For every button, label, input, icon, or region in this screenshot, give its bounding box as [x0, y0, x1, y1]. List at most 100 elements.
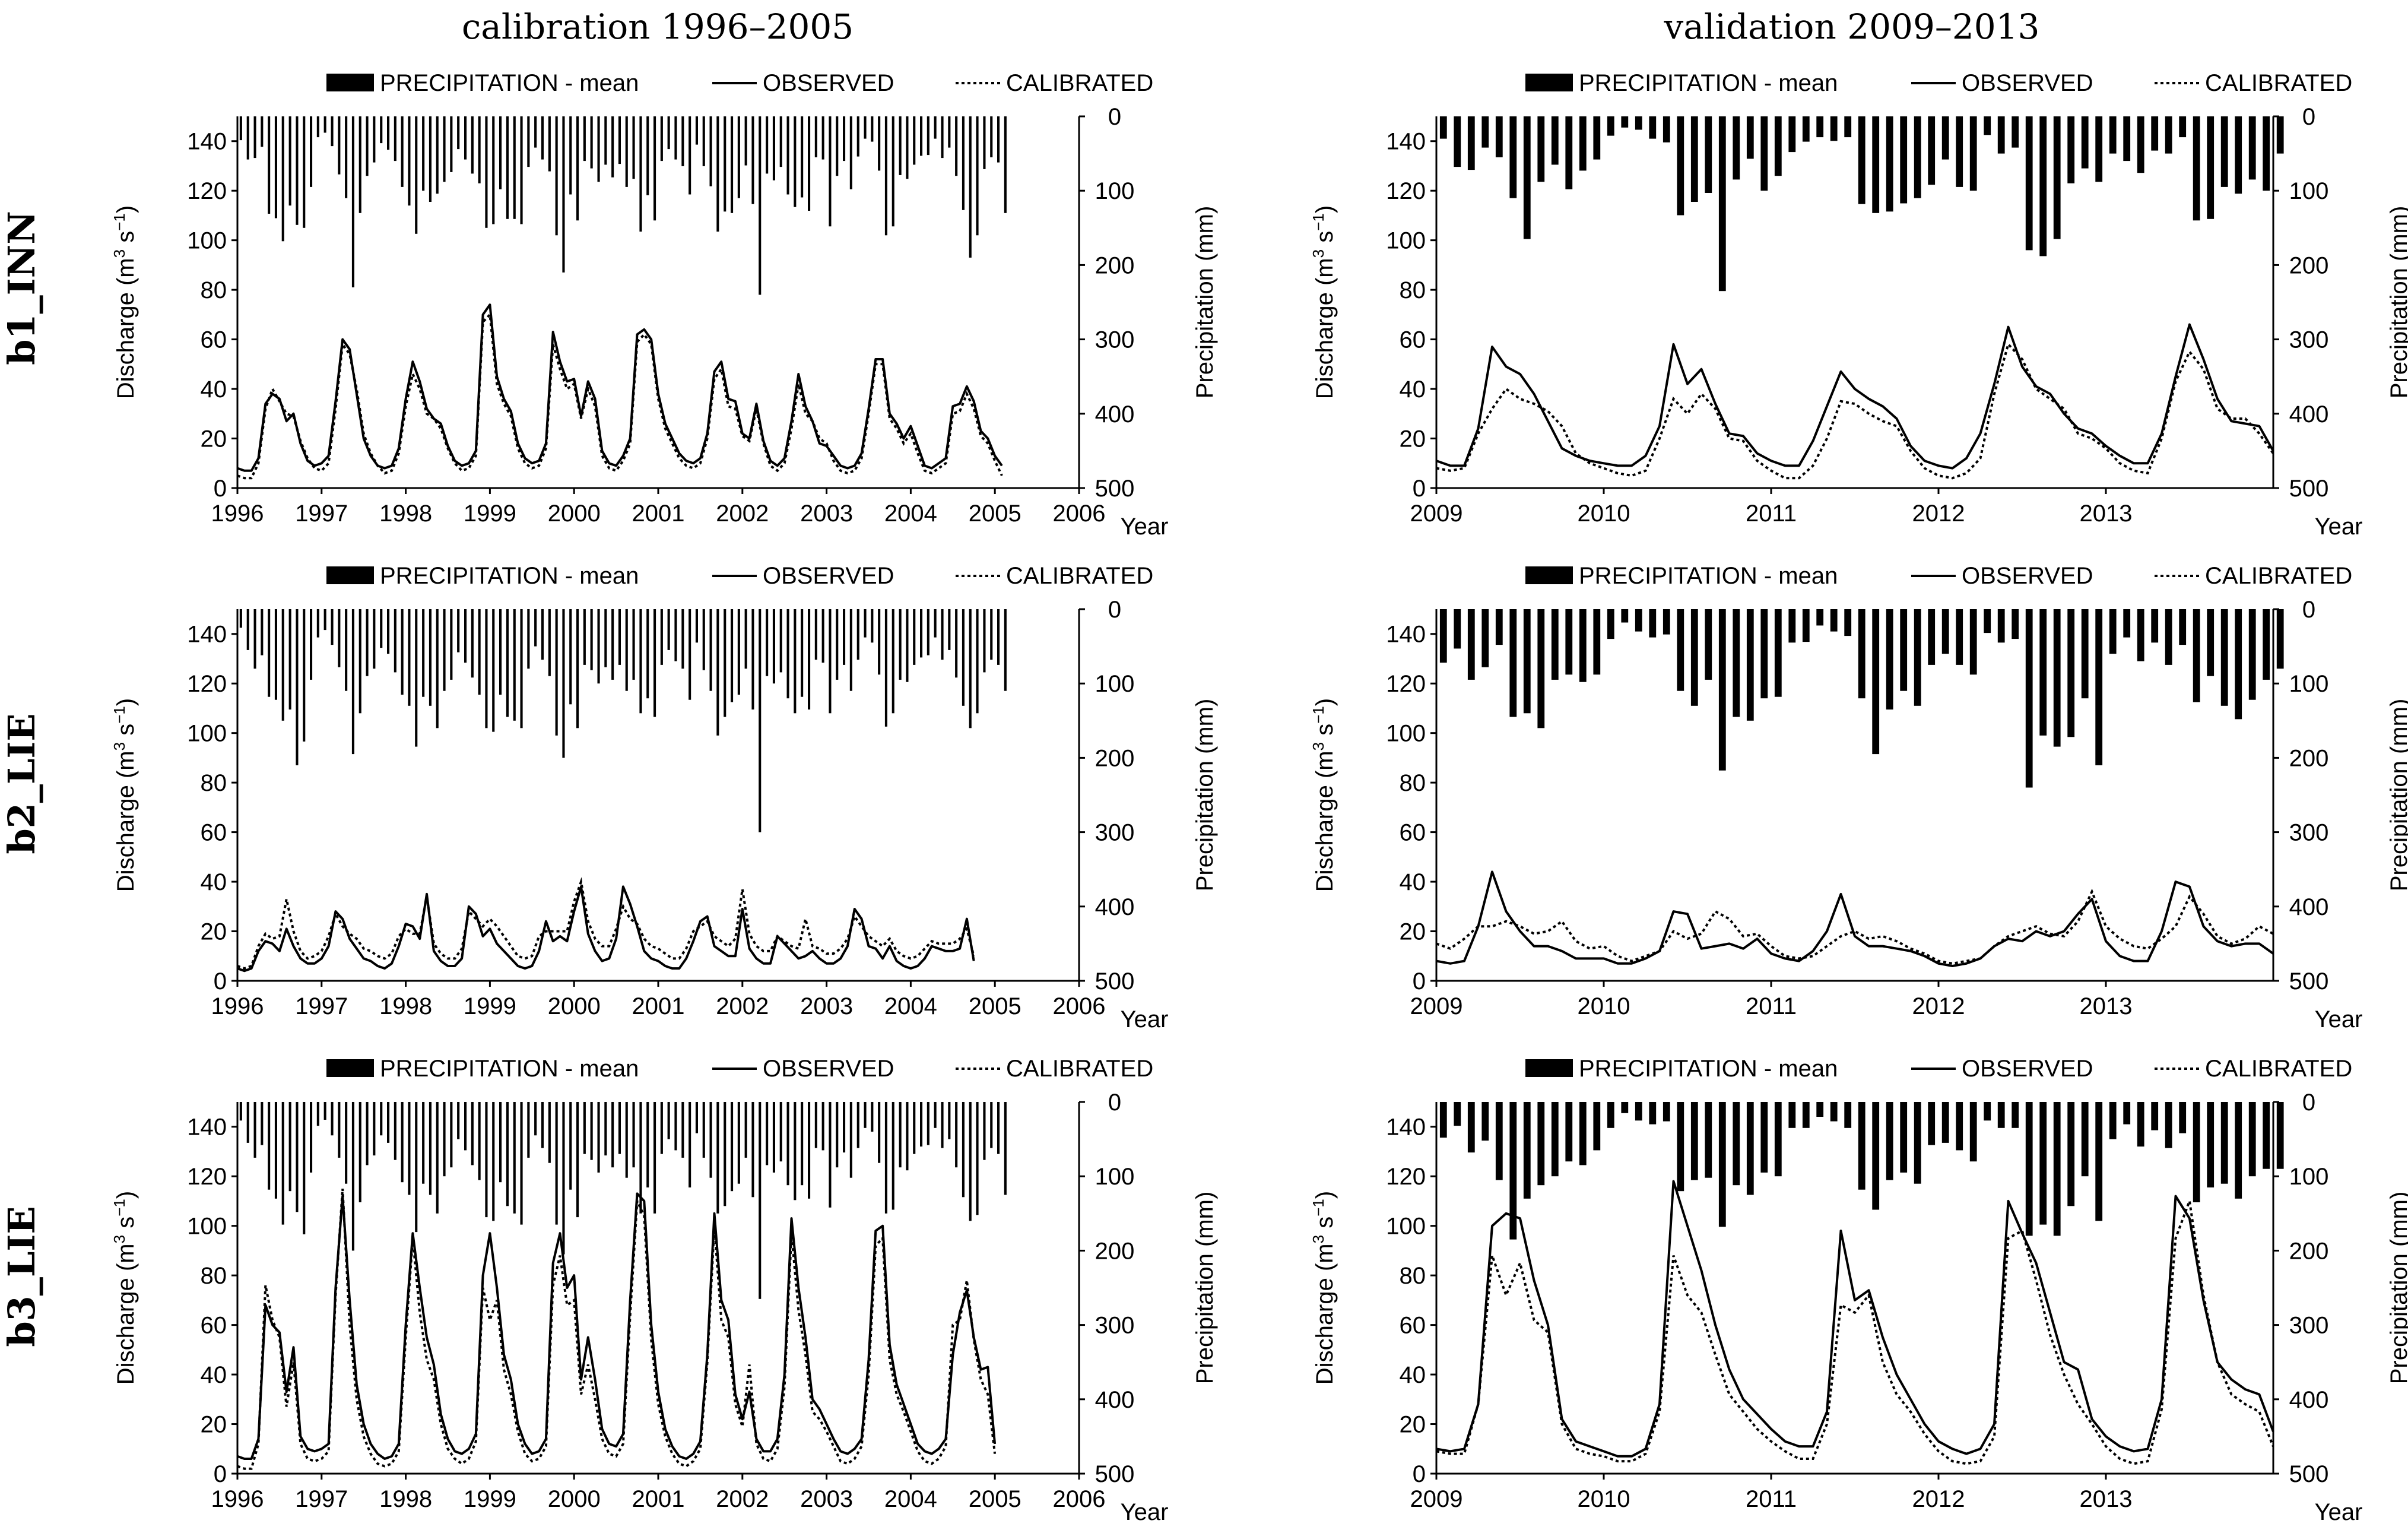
y-right-tick-label: 400: [2289, 1387, 2329, 1413]
precipitation-bar: [1956, 1102, 1963, 1151]
precipitation-bar: [2012, 609, 2019, 639]
precipitation-bar: [1565, 609, 1573, 675]
precipitation-bar: [450, 116, 453, 172]
precipitation-bar: [2025, 116, 2033, 251]
precipitation-bar: [1718, 609, 1726, 771]
precipitation-bar: [1997, 116, 2005, 154]
y-right-tick-label: 200: [2289, 252, 2329, 278]
precipitation-bar: [618, 116, 621, 164]
x-tick-label: 2003: [800, 1486, 853, 1512]
precipitation-bar: [1733, 116, 1740, 180]
y-left-tick-label: 20: [201, 919, 227, 945]
precipitation-bar: [821, 609, 824, 663]
precipitation-bar: [323, 1102, 326, 1120]
precipitation-bar: [1914, 116, 1921, 198]
legend-calibrated-label: CALIBRATED: [2205, 70, 2352, 96]
precipitation-bar: [1649, 1102, 1657, 1125]
legend-precip-swatch: [326, 1059, 374, 1077]
precipitation-bar: [534, 609, 537, 647]
precipitation-bar: [829, 1102, 832, 1208]
precipitation-bar: [583, 116, 586, 161]
precipitation-bar: [590, 116, 593, 169]
precipitation-bar: [1607, 609, 1614, 639]
precipitation-bar: [899, 1102, 902, 1168]
precipitation-bar: [246, 1102, 249, 1143]
precipitation-bar: [1941, 116, 1949, 160]
precipitation-bar: [2248, 609, 2256, 700]
precipitation-bar: [611, 1102, 614, 1168]
precipitation-bar: [590, 1102, 593, 1160]
precipitation-bar: [253, 1102, 256, 1158]
precipitation-bar: [373, 609, 376, 669]
precipitation-bar: [1509, 116, 1517, 198]
precipitation-bar: [1816, 1102, 1824, 1117]
precipitation-bar: [927, 116, 929, 156]
precipitation-bar: [281, 116, 284, 242]
y-right-tick-label: 400: [2289, 894, 2329, 920]
precipitation-bar: [1621, 1102, 1629, 1113]
precipitation-bar: [1733, 1102, 1740, 1186]
precipitation-bar: [261, 1102, 264, 1145]
precipitation-bar: [1565, 1102, 1573, 1162]
precipitation-bar: [253, 609, 256, 669]
y-right-tick-label: 500: [2289, 968, 2329, 994]
precipitation-bar: [724, 609, 726, 717]
precipitation-bar: [618, 609, 621, 665]
precipitation-bar: [969, 609, 972, 729]
precipitation-bar: [2109, 116, 2117, 154]
precipitation-bar: [288, 609, 291, 710]
y-right-tick-label: 400: [1095, 894, 1135, 920]
precipitation-bar: [1593, 1102, 1601, 1151]
precipitation-bar: [976, 609, 979, 714]
y-left-tick-label: 100: [1386, 228, 1426, 254]
precipitation-bar: [709, 609, 712, 691]
precipitation-bar: [2220, 1102, 2228, 1184]
precipitation-bar: [604, 116, 607, 165]
precipitation-bar: [766, 116, 769, 174]
y-left-tick-label: 40: [1400, 1362, 1426, 1388]
precipitation-bar: [2067, 116, 2075, 183]
precipitation-bar: [534, 116, 537, 148]
precipitation-bar: [653, 1102, 656, 1214]
precipitation-bar: [716, 1102, 719, 1214]
x-tick-label: 1996: [211, 501, 264, 527]
precipitation-bar: [351, 1102, 354, 1251]
x-tick-label: 2005: [969, 501, 1021, 527]
precipitation-bar: [1677, 116, 1684, 216]
precipitation-bar: [731, 609, 734, 702]
precipitation-bar: [611, 116, 614, 178]
precipitation-bar: [436, 609, 439, 729]
x-tick-label: 2004: [884, 993, 937, 1019]
precipitation-bar: [878, 1102, 881, 1163]
precipitation-bar: [520, 1102, 523, 1225]
chart-panel-b3_LIE_validation: 0 20 40 60 80 100 120 140 0 100 200 300 400 500 2009 20…: [1309, 1056, 2408, 1525]
precipitation-bar: [239, 116, 242, 141]
y-left-tick-label: 120: [187, 671, 227, 697]
x-tick-label: 2009: [1410, 993, 1463, 1019]
x-axis-title: Year: [1121, 1006, 1169, 1032]
precipitation-bar: [766, 1102, 769, 1165]
x-tick-label: 2001: [632, 993, 685, 1019]
precipitation-bar: [506, 609, 509, 717]
y-right-tick-label: 0: [2302, 104, 2315, 130]
precipitation-bar: [450, 609, 453, 680]
precipitation-bar: [653, 609, 656, 717]
y-right-axis-title: Precipitation (mm): [1192, 206, 1218, 399]
x-tick-label: 2012: [1912, 501, 1965, 527]
precipitation-bar: [429, 609, 432, 706]
precipitation-bar: [2025, 1102, 2033, 1236]
precipitation-bar: [639, 116, 642, 232]
precipitation-bar: [2137, 116, 2144, 173]
precipitation-bar: [436, 116, 439, 194]
precipitation-bar: [268, 1102, 271, 1190]
precipitation-bar: [766, 609, 769, 676]
y-left-tick-label: 140: [187, 622, 227, 648]
precipitation-bar: [464, 609, 467, 663]
y-left-tick-label: 100: [1386, 721, 1426, 747]
precipitation-bar: [1439, 1102, 1447, 1138]
precipitation-bar: [506, 1102, 509, 1206]
precipitation-bar: [1830, 116, 1838, 141]
precipitation-bar: [836, 1102, 839, 1168]
precipitation-bar: [1677, 609, 1684, 691]
precipitation-bar: [1004, 116, 1007, 213]
